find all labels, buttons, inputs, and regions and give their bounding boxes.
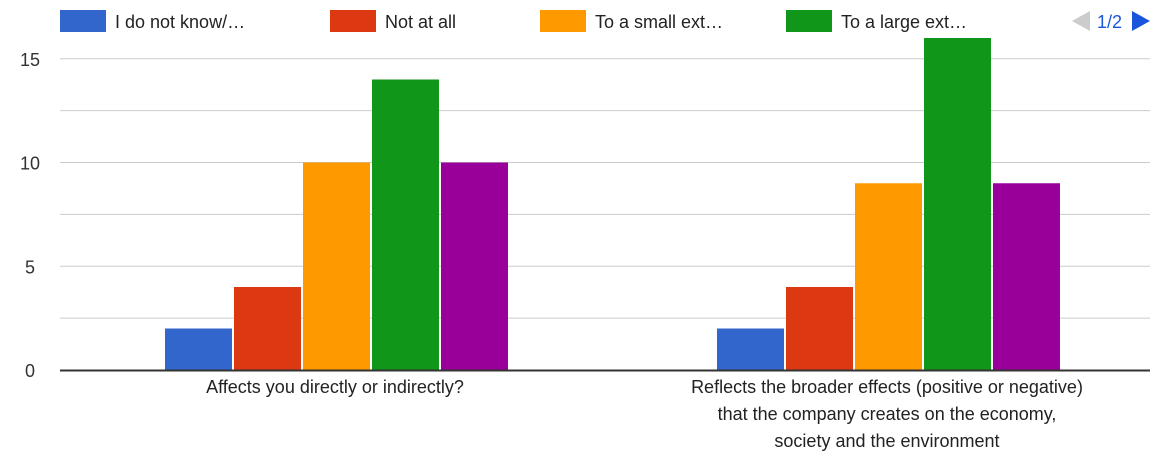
bar[interactable] <box>234 287 301 370</box>
legend: I do not know/… Not at all To a small ext…… <box>60 10 967 32</box>
bar[interactable] <box>165 328 232 371</box>
y-tick-label: 10 <box>20 154 40 174</box>
bar[interactable] <box>993 183 1060 370</box>
legend-swatch <box>330 10 376 32</box>
category-labels: Affects you directly or indirectly? Refle… <box>206 377 1083 451</box>
legend-swatch <box>60 10 106 32</box>
legend-pager: 1/2 <box>1072 11 1150 32</box>
category-label: Reflects the broader effects (positive o… <box>691 377 1083 397</box>
y-tick-label: 5 <box>25 257 35 277</box>
bars <box>165 38 1060 370</box>
bar[interactable] <box>924 38 991 370</box>
bar[interactable] <box>372 79 439 371</box>
y-tick-label: 0 <box>25 361 35 381</box>
y-tick-label: 15 <box>20 50 40 70</box>
legend-swatch <box>786 10 832 32</box>
category-label: society and the environment <box>774 431 999 451</box>
legend-label[interactable]: I do not know/… <box>115 12 245 32</box>
bar[interactable] <box>717 328 784 371</box>
legend-swatch <box>540 10 586 32</box>
category-label: Affects you directly or indirectly? <box>206 377 464 397</box>
y-axis-ticks: 0 5 10 15 <box>20 50 40 381</box>
legend-label[interactable]: To a large ext… <box>841 12 967 32</box>
legend-label[interactable]: Not at all <box>385 12 456 32</box>
legend-page-label: 1/2 <box>1097 12 1122 32</box>
bar[interactable] <box>303 162 370 371</box>
triangle-left-icon[interactable] <box>1072 11 1090 31</box>
bar[interactable] <box>441 162 508 371</box>
legend-label[interactable]: To a small ext… <box>595 12 723 32</box>
triangle-right-icon[interactable] <box>1132 11 1150 31</box>
bar[interactable] <box>855 183 922 370</box>
bar[interactable] <box>786 287 853 370</box>
category-label: that the company creates on the economy, <box>718 404 1057 424</box>
